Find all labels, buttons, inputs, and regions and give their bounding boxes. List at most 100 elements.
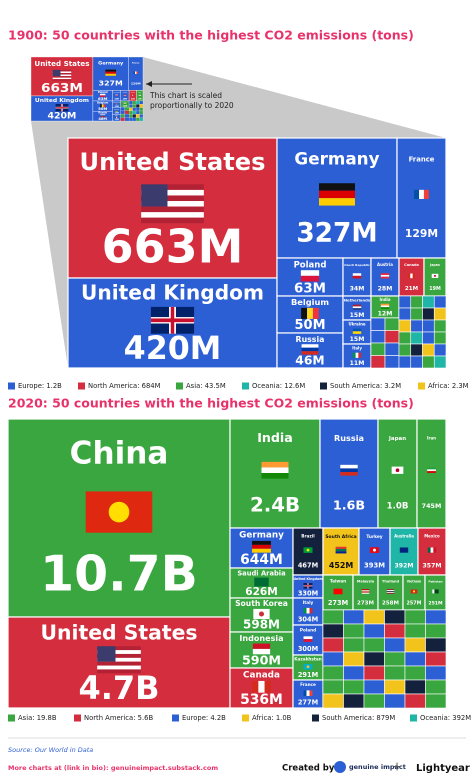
flag-part	[141, 184, 168, 207]
minor-tile	[120, 110, 126, 115]
tile-name: United Kingdom	[35, 98, 89, 104]
flag-part	[108, 501, 130, 523]
flag-part	[97, 650, 141, 654]
minor-tile	[132, 107, 137, 112]
flag-part	[103, 104, 106, 108]
tile-value: 15M	[114, 113, 119, 115]
tile-name: Belgium	[97, 101, 109, 104]
flag-part	[380, 305, 390, 308]
tile-name: Japan	[429, 263, 440, 267]
flag-part	[355, 352, 359, 358]
minor-tile	[398, 355, 412, 369]
tile-value: 273M	[357, 601, 374, 607]
tile-value: 357M	[423, 563, 442, 570]
flag-part	[52, 74, 72, 77]
tile-value: 291M	[298, 671, 318, 679]
legend: Asia: 19.8B North America: 5.6B Europe: 4.…	[8, 714, 471, 722]
flag-part	[52, 71, 72, 73]
tile-name: Vietnam	[407, 579, 421, 583]
flag-part	[52, 76, 72, 78]
minor-tile	[398, 295, 412, 309]
flag-part	[115, 94, 118, 96]
tile-name: United Kingdom	[81, 281, 264, 305]
flag-part	[100, 115, 106, 117]
tile-name: India	[257, 430, 292, 445]
flag-part	[252, 544, 271, 549]
tile-value: 21M	[405, 286, 418, 292]
annotation: proportionally to 2020	[150, 101, 234, 110]
tile	[416, 418, 447, 529]
tile-name: Poland	[98, 91, 108, 94]
minor-tile	[135, 117, 140, 122]
tile-name: Turkey	[366, 534, 382, 540]
flag-part	[386, 592, 395, 594]
annotation-arrowhead	[146, 81, 152, 87]
tile-value: 2.4B	[250, 494, 300, 517]
flag-part	[139, 95, 141, 96]
tile-value: 1.0B	[387, 502, 409, 512]
minor-tile	[422, 331, 435, 345]
flag-part	[380, 274, 390, 277]
minor-tile	[132, 114, 137, 118]
chart-title: 2020: 50 countries with the highest CO2 …	[8, 396, 414, 411]
flag-part	[433, 547, 437, 553]
minor-tile	[410, 331, 423, 345]
flag-part	[306, 690, 310, 696]
flag-part	[141, 201, 204, 207]
tile-value: 11M	[114, 119, 119, 121]
treemap-2020: China 10.7B United States 4.7B India 2.4B Russ…	[7, 418, 447, 709]
flag-part	[352, 275, 362, 279]
flag-part	[100, 95, 106, 97]
tile-name: Brazil	[301, 533, 315, 538]
tile-value: 15M	[350, 312, 365, 319]
minor-tile	[398, 307, 412, 321]
tile-value: 50M	[98, 107, 107, 111]
tile-value: 420M	[124, 331, 222, 367]
flag-part	[395, 468, 400, 473]
minor-tile	[384, 609, 406, 625]
minor-tile	[343, 679, 365, 695]
flag-part	[312, 307, 319, 319]
legend-swatch	[410, 714, 417, 722]
credit: genuine impact	[349, 763, 406, 771]
minor-tile	[135, 114, 140, 118]
flag-part	[335, 546, 347, 549]
flag-part	[352, 273, 362, 276]
minor-tile	[135, 107, 140, 112]
minor-tile	[322, 623, 344, 639]
legend: Europe: 1.2B North America: 684M Asia: 43.…	[8, 382, 469, 390]
minor-tile	[322, 651, 344, 667]
flag-part	[303, 690, 307, 696]
minor-tile	[343, 609, 365, 625]
flag-part	[100, 104, 102, 108]
flag-part	[52, 72, 72, 75]
tile-value: 644M	[240, 552, 283, 568]
tile-name: Malaysia	[357, 579, 375, 583]
flag-part	[300, 270, 320, 276]
minor-tile	[404, 623, 426, 639]
minor-tile	[398, 343, 412, 357]
minor-tile	[422, 343, 435, 357]
tile-name: Iran	[427, 436, 436, 441]
flag-part	[335, 551, 347, 554]
flag-part	[380, 273, 390, 275]
flag-part	[264, 680, 271, 693]
minor-tile	[343, 693, 365, 709]
flag-part	[141, 184, 204, 190]
flag-part	[430, 547, 434, 553]
minor-tile	[363, 651, 385, 667]
flag-part	[252, 548, 271, 553]
tile-value: 15M	[114, 106, 119, 108]
tile-name: Kazakhstan	[294, 657, 321, 662]
flag-part	[380, 303, 390, 306]
flag-part	[319, 190, 355, 199]
flag-part	[52, 69, 61, 77]
chart-title: 1900: 50 countries with the highest CO2 …	[8, 28, 414, 43]
flag-part	[115, 110, 118, 112]
minor-tile	[124, 110, 130, 115]
flag-part	[301, 307, 308, 319]
tile-name: China	[70, 436, 169, 472]
flag-part	[97, 646, 141, 651]
flag-part	[258, 680, 265, 693]
